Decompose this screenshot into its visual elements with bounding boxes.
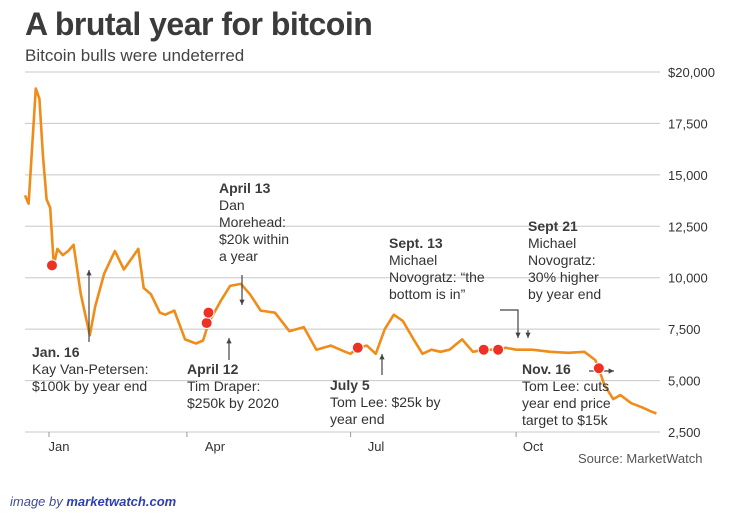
annotation-text: Michael — [528, 235, 576, 251]
annotation-arrowhead — [239, 299, 245, 305]
annotation-arrowhead — [525, 332, 531, 338]
annotation-arrowhead — [379, 354, 385, 360]
y-tick-label: 10,000 — [668, 271, 708, 286]
y-tick-label: 7,500 — [668, 322, 701, 337]
annotation-date: Sept. 13 — [389, 235, 443, 251]
annotation-arrowhead — [86, 270, 92, 276]
event-marker — [592, 362, 605, 375]
chart-subtitle: Bitcoin bulls were undeterred — [25, 46, 245, 65]
annotation-date: Sept 21 — [528, 218, 578, 234]
y-tick-label: $20,000 — [668, 65, 715, 80]
annotation-text: $20k within — [219, 231, 289, 247]
x-tick-label: Jan — [49, 439, 70, 454]
annotation-arrowhead — [226, 338, 232, 344]
image-credit: image by marketwatch.com — [10, 494, 176, 509]
event-marker — [492, 343, 505, 356]
annotation-text: Tim Draper: — [187, 378, 260, 394]
annotation-text: target to $15k — [522, 412, 609, 428]
y-tick-label: 17,500 — [668, 116, 708, 131]
annotation-text: Kay Van-Petersen: — [32, 361, 148, 377]
annotation-text: Novogratz: “the — [389, 269, 485, 285]
annotation-text: 30% higher — [528, 269, 599, 285]
y-tick-label: 5,000 — [668, 374, 701, 389]
x-tick-label: Apr — [205, 439, 226, 454]
annotation-text: Dan — [219, 197, 245, 213]
event-marker — [45, 259, 58, 272]
y-tick-label: 15,000 — [668, 168, 708, 183]
annotation-text: year end price — [522, 395, 611, 411]
x-tick-label: Jul — [368, 439, 385, 454]
price-line — [23, 87, 657, 415]
annotation-text: $250k by 2020 — [187, 395, 279, 411]
annotation-text: by year end — [528, 286, 601, 302]
annotation-text: Michael — [389, 252, 437, 268]
annotation-date: April 12 — [187, 361, 239, 377]
annotation-date: Nov. 16 — [522, 361, 571, 377]
credit-link[interactable]: marketwatch.com — [66, 494, 177, 509]
chart-card: A brutal year for bitcoin Bitcoin bulls … — [23, 6, 715, 466]
event-marker — [202, 306, 215, 319]
annotation-text: year end — [330, 411, 384, 427]
annotation-text: a year — [219, 248, 258, 264]
annotation-arrowhead — [515, 332, 521, 338]
annotation-text: bottom is in” — [389, 286, 466, 302]
chart-title: A brutal year for bitcoin — [25, 6, 373, 42]
credit-prefix: image by — [10, 494, 63, 509]
event-marker — [477, 343, 490, 356]
annotation-text: Novogratz: — [528, 252, 596, 268]
annotation-arrowhead — [608, 368, 614, 374]
line-chart: $20,000 17,500 15,000 12,500 10,000 7,500 5,00… — [23, 65, 715, 454]
y-tick-label: 12,500 — [668, 219, 708, 234]
annotation-date: Jan. 16 — [32, 344, 80, 360]
annotation-text: Morehead: — [219, 214, 286, 230]
event-marker — [351, 341, 364, 354]
source-note: Source: MarketWatch — [578, 451, 703, 466]
x-tick-label: Oct — [523, 439, 544, 454]
y-tick-label: 2,500 — [668, 425, 701, 440]
annotation-leader — [500, 309, 519, 338]
annotation-date: April 13 — [219, 180, 271, 196]
event-marker — [200, 316, 213, 329]
annotation-date: July 5 — [330, 377, 370, 393]
annotation-text: Tom Lee: cuts — [522, 378, 609, 394]
annotation-text: Tom Lee: $25k by — [330, 394, 441, 410]
annotation-text: $100k by year end — [32, 378, 147, 394]
